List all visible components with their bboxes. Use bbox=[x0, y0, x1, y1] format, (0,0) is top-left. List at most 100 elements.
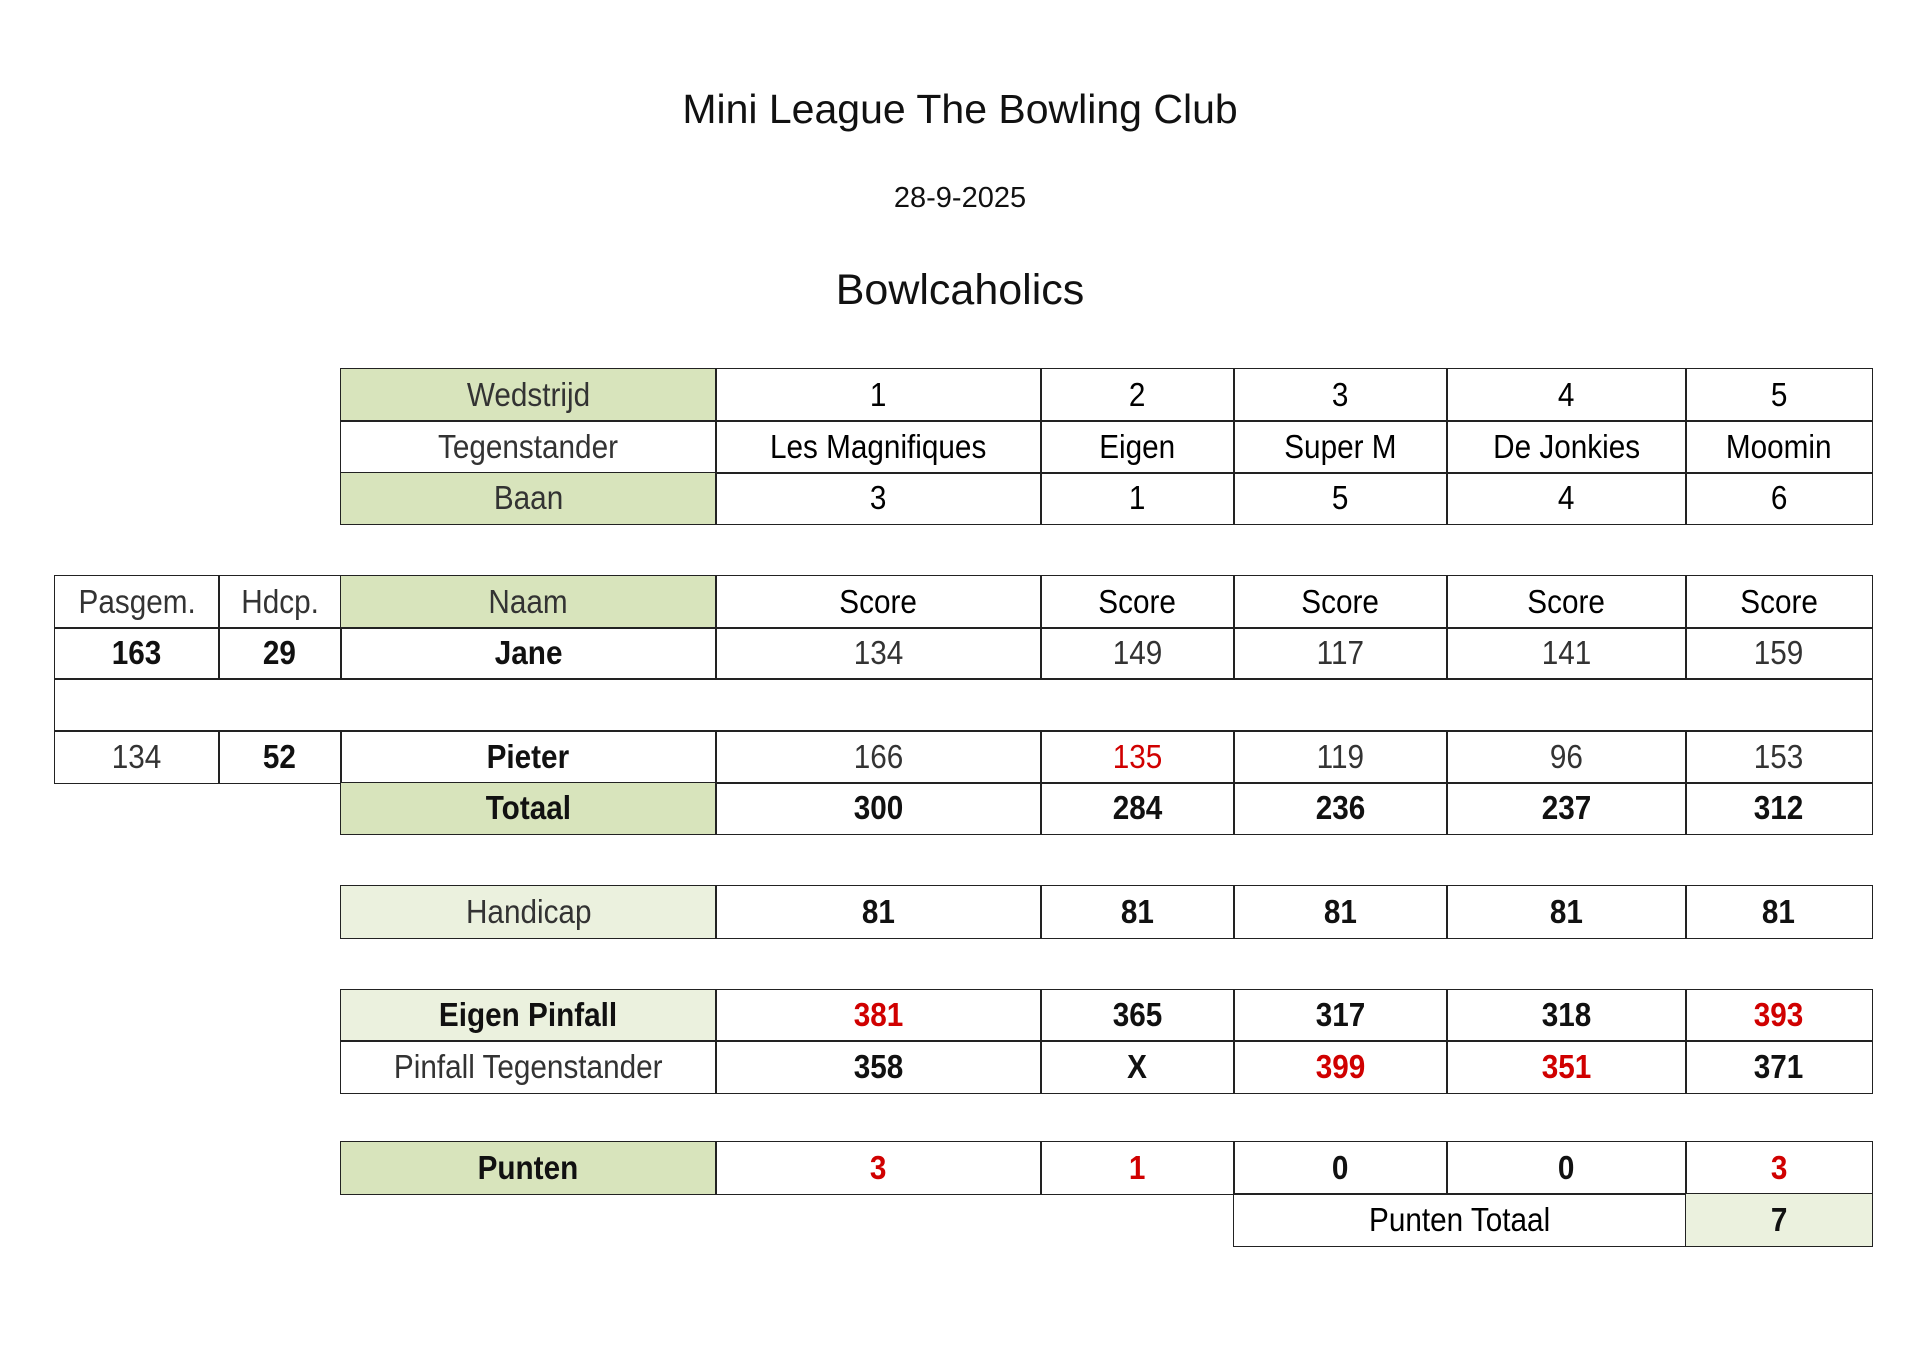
eigen-pinfall-value: 317 bbox=[1233, 989, 1448, 1042]
label-eigen-pinfall: Eigen Pinfall bbox=[340, 989, 717, 1042]
cell-text: Score bbox=[1739, 582, 1818, 620]
totaal-value: 312 bbox=[1685, 782, 1873, 835]
cell-text: 149 bbox=[1112, 634, 1163, 672]
team-name: Bowlcaholics bbox=[835, 266, 1085, 314]
pinfall-tegenstander-value: 399 bbox=[1233, 1040, 1448, 1094]
player-name: Jane bbox=[340, 627, 717, 680]
lane-number: 5 bbox=[1233, 472, 1448, 525]
cell-text: 134 bbox=[853, 634, 904, 672]
spacer-row bbox=[54, 678, 1873, 732]
cell-text: 81 bbox=[1762, 892, 1796, 930]
label-pinfall-tegenstander: Pinfall Tegenstander bbox=[340, 1040, 717, 1094]
player-score: 141 bbox=[1446, 627, 1687, 680]
player-score: 96 bbox=[1446, 730, 1687, 784]
cell-text: Super M bbox=[1284, 427, 1397, 465]
header-score: Score bbox=[1233, 575, 1448, 629]
cell-text: 81 bbox=[1120, 892, 1154, 930]
header-score: Score bbox=[1685, 575, 1873, 629]
player-score: 166 bbox=[715, 730, 1042, 784]
cell-text: Eigen bbox=[1099, 427, 1176, 465]
cell-text: 381 bbox=[853, 996, 904, 1034]
handicap-value: 81 bbox=[1446, 885, 1687, 939]
cell-text: 4 bbox=[1557, 375, 1575, 413]
cell-text: 317 bbox=[1315, 996, 1366, 1034]
cell-text: Les Magnifiques bbox=[770, 427, 987, 465]
eigen-pinfall-value: 393 bbox=[1685, 989, 1873, 1042]
cell-text: 166 bbox=[853, 737, 904, 775]
cell-text: 365 bbox=[1112, 996, 1163, 1034]
header-naam: Naam bbox=[340, 575, 717, 629]
cell-text: De Jonkies bbox=[1492, 427, 1640, 465]
cell-text: Naam bbox=[488, 582, 568, 620]
cell-text: 7 bbox=[1770, 1200, 1788, 1238]
match-number: 4 bbox=[1446, 368, 1687, 422]
page-title: Mini League The Bowling Club bbox=[682, 86, 1238, 132]
player-pasgem: 163 bbox=[54, 627, 220, 680]
cell-text: Punten Totaal bbox=[1369, 1200, 1551, 1238]
cell-text: 96 bbox=[1549, 737, 1583, 775]
handicap-value: 81 bbox=[1233, 885, 1448, 939]
header-hdcp: Hdcp. bbox=[218, 575, 342, 629]
cell-text: 284 bbox=[1112, 789, 1163, 827]
cell-text: 153 bbox=[1753, 737, 1804, 775]
header-score: Score bbox=[1040, 575, 1235, 629]
cell-text: Handicap bbox=[465, 892, 591, 930]
cell-text: 393 bbox=[1753, 996, 1804, 1034]
cell-text: 318 bbox=[1541, 996, 1592, 1034]
pinfall-tegenstander-value: 358 bbox=[715, 1040, 1042, 1094]
totaal-value: 236 bbox=[1233, 782, 1448, 835]
player-score: 159 bbox=[1685, 627, 1873, 680]
punten-value: 0 bbox=[1233, 1141, 1448, 1195]
cell-text: 119 bbox=[1316, 737, 1364, 775]
cell-text: 52 bbox=[263, 737, 297, 775]
player-score: 119 bbox=[1233, 730, 1448, 784]
label-punten-totaal: Punten Totaal bbox=[1233, 1193, 1687, 1247]
cell-text: 1 bbox=[1128, 1148, 1146, 1186]
handicap-value: 81 bbox=[1685, 885, 1873, 939]
eigen-pinfall-value: 318 bbox=[1446, 989, 1687, 1042]
handicap-value: 81 bbox=[715, 885, 1042, 939]
header-pasgem: Pasgem. bbox=[54, 575, 220, 629]
cell-text: Baan bbox=[493, 479, 563, 517]
totaal-value: 300 bbox=[715, 782, 1042, 835]
cell-text: 163 bbox=[111, 634, 162, 672]
player-name: Pieter bbox=[340, 730, 717, 784]
cell-text: 3 bbox=[1770, 1148, 1788, 1186]
cell-text: 5 bbox=[1770, 375, 1788, 413]
cell-text: Pieter bbox=[486, 737, 570, 775]
pinfall-tegenstander-value: 371 bbox=[1685, 1040, 1873, 1094]
cell-text: Pasgem. bbox=[78, 582, 196, 620]
cell-text: 81 bbox=[1549, 892, 1583, 930]
eigen-pinfall-value: 381 bbox=[715, 989, 1042, 1042]
eigen-pinfall-value: 365 bbox=[1040, 989, 1235, 1042]
cell-text: 4 bbox=[1557, 479, 1575, 517]
cell-text: 1 bbox=[1128, 479, 1146, 517]
player-score: 153 bbox=[1685, 730, 1873, 784]
cell-text: 81 bbox=[1323, 892, 1357, 930]
cell-text: 371 bbox=[1753, 1047, 1804, 1085]
cell-text: 0 bbox=[1331, 1148, 1349, 1186]
punten-value: 3 bbox=[1685, 1141, 1873, 1195]
cell-text: Pinfall Tegenstander bbox=[393, 1047, 663, 1085]
lane-number: 1 bbox=[1040, 472, 1235, 525]
date: 28-9-2025 bbox=[893, 182, 1027, 214]
cell-text: 1 bbox=[869, 375, 887, 413]
opponent-name: Super M bbox=[1233, 420, 1448, 474]
cell-text: 141 bbox=[1541, 634, 1592, 672]
cell-text: 3 bbox=[1331, 375, 1349, 413]
cell-text: Score bbox=[839, 582, 918, 620]
player-pasgem: 134 bbox=[54, 730, 220, 784]
lane-number: 6 bbox=[1685, 472, 1873, 525]
opponent-name: Eigen bbox=[1040, 420, 1235, 474]
opponent-name: Moomin bbox=[1685, 420, 1873, 474]
pinfall-tegenstander-value: X bbox=[1040, 1040, 1235, 1094]
opponent-name: De Jonkies bbox=[1446, 420, 1687, 474]
player-score: 135 bbox=[1040, 730, 1235, 784]
punten-value: 3 bbox=[715, 1141, 1042, 1195]
label-punten: Punten bbox=[340, 1141, 717, 1195]
cell-text: 134 bbox=[111, 737, 162, 775]
cell-text: 6 bbox=[1770, 479, 1788, 517]
cell-text: Jane bbox=[494, 634, 563, 672]
cell-text: Moomin bbox=[1725, 427, 1832, 465]
cell-text: Eigen Pinfall bbox=[439, 996, 618, 1034]
